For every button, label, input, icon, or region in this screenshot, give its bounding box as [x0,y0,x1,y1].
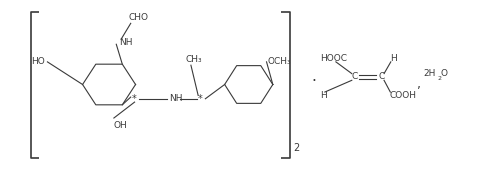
Text: CHO: CHO [128,13,148,22]
Text: ·: · [312,74,316,89]
Text: NH: NH [119,38,132,47]
Text: 2: 2 [437,76,441,81]
Text: C: C [352,73,358,81]
Text: H: H [390,54,397,63]
Text: *: * [198,94,203,104]
Text: COOH: COOH [390,91,417,100]
Text: NH: NH [169,94,183,103]
Text: CH₃: CH₃ [185,55,201,64]
Text: HO: HO [31,57,45,66]
Text: HOOC: HOOC [320,54,347,63]
Text: 2H: 2H [424,69,436,78]
Text: OH: OH [114,121,128,130]
Text: C: C [378,73,384,81]
Text: H: H [320,91,327,100]
Text: O: O [441,69,448,78]
Text: *: * [132,94,137,104]
Text: 2: 2 [293,143,299,153]
Text: ,: , [417,78,421,91]
Text: OCH₃: OCH₃ [268,57,292,66]
